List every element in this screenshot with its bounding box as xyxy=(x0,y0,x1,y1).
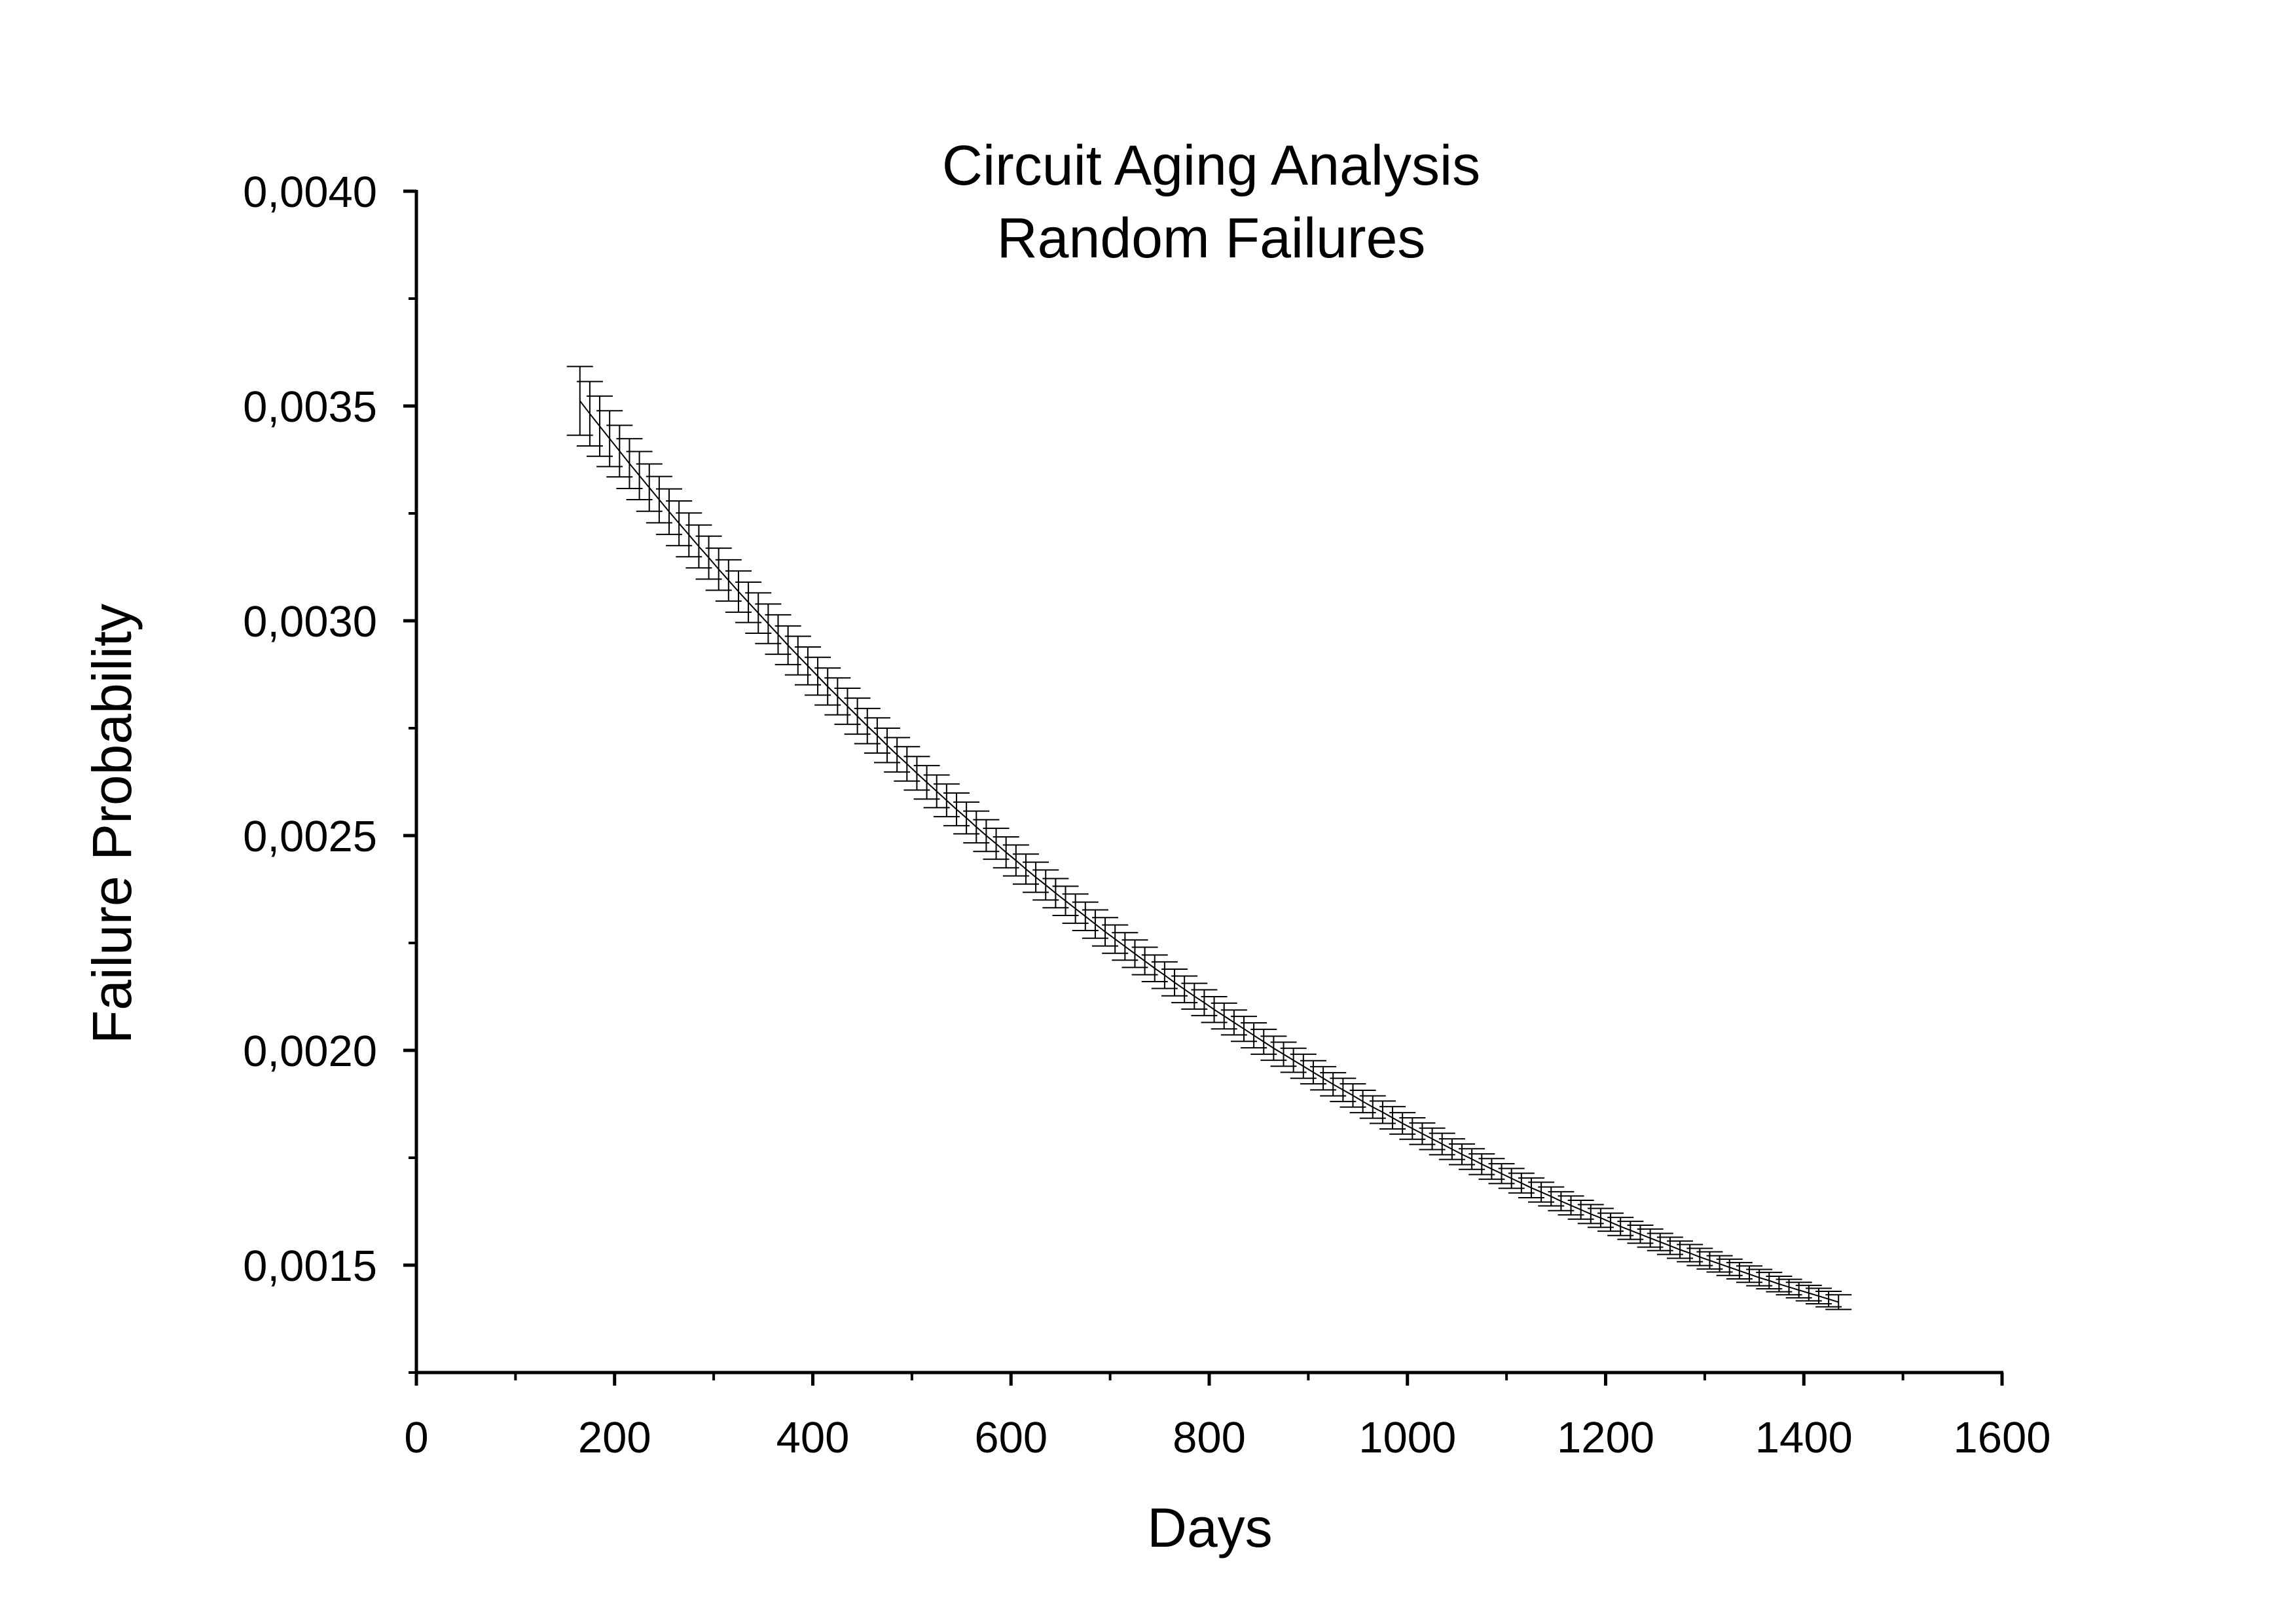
chart-title-line-1: Circuit Aging Analysis xyxy=(942,134,1480,197)
y-tick-label: 0,0035 xyxy=(243,382,377,432)
x-tick-label: 1600 xyxy=(1953,1413,2050,1462)
x-tick-label: 1400 xyxy=(1755,1413,1853,1462)
error-bars xyxy=(566,365,1852,1310)
chart-title-line-2: Random Failures xyxy=(997,207,1426,270)
x-ticks xyxy=(414,1373,2004,1386)
x-tick-label: 0 xyxy=(404,1413,428,1462)
x-tick-label: 1000 xyxy=(1358,1413,1456,1462)
chart-title: Circuit Aging Analysis Random Failures xyxy=(942,134,1480,270)
y-tick-label: 0,0030 xyxy=(243,597,377,646)
y-ticks xyxy=(403,189,416,1374)
x-tick-label: 200 xyxy=(578,1413,651,1462)
y-axis: 0,0015 0,0020 0,0025 0,0030 0,0035 0,0040 xyxy=(243,168,418,1374)
x-tick-label: 800 xyxy=(1173,1413,1246,1462)
y-tick-label: 0,0025 xyxy=(243,812,377,861)
y-tick-label: 0,0040 xyxy=(243,168,377,217)
x-tick-label: 400 xyxy=(776,1413,850,1462)
x-tick-label: 600 xyxy=(974,1413,1048,1462)
x-axis: 0 200 400 600 800 1000 1200 1400 1600 xyxy=(404,1371,2051,1462)
y-tick-label: 0,0015 xyxy=(243,1242,377,1291)
y-tick-label: 0,0020 xyxy=(243,1027,377,1076)
x-axis-title: Days xyxy=(1147,1497,1272,1559)
y-tick-labels: 0,0015 0,0020 0,0025 0,0030 0,0035 0,0040 xyxy=(243,168,377,1291)
plot-area xyxy=(566,365,1852,1310)
series-line xyxy=(579,400,1839,1303)
x-tick-label: 1200 xyxy=(1557,1413,1654,1462)
error-bar xyxy=(566,365,593,436)
y-axis-title: Failure Probability xyxy=(81,604,143,1044)
x-tick-labels: 0 200 400 600 800 1000 1200 1400 1600 xyxy=(404,1413,2050,1462)
